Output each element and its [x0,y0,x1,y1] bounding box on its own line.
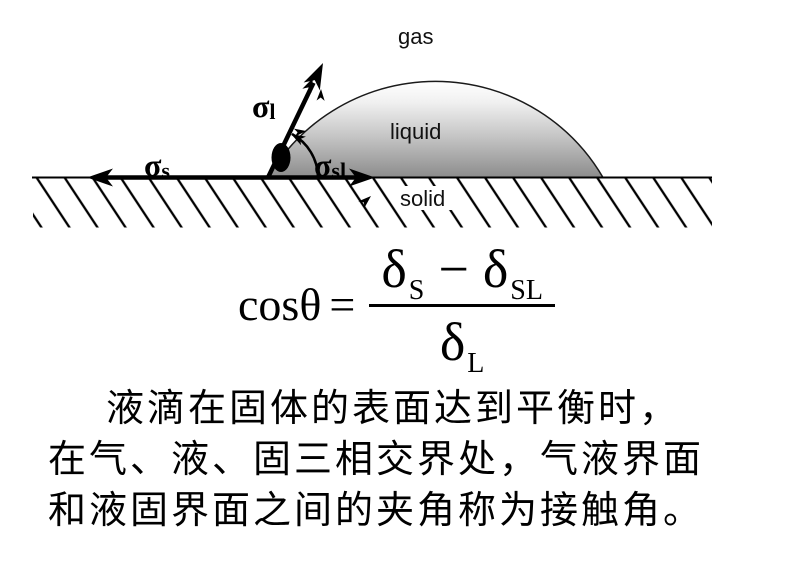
caption-line-1: 液滴在固体的表面达到平衡时， [106,388,681,430]
delta-sl-sub: SL [510,275,543,306]
droplet-outline [267,80,604,178]
liquid-droplet [268,81,603,178]
equation-lhs: cosθ [238,278,322,330]
caption-paragraph: 液滴在固体的表面达到平衡时， 在气、液、固三相交界处，气液界面 和液固界面之间的… [48,384,704,537]
gas-label: gas [398,24,433,49]
delta-s-base: δ [381,239,407,299]
sigma-l-small-arrowhead2-icon [316,89,325,101]
sigma-l-label: σl [252,88,276,124]
sigma-l-arrowhead-icon [303,63,323,91]
delta-l-base: δ [439,312,466,372]
delta-sl-base: δ [482,239,509,299]
minus-sign: − [438,239,469,299]
sigma-l-small-arrowhead-icon [302,78,313,94]
arc-arrowhead-icon [291,134,306,146]
liquid-label: liquid [390,119,441,144]
sigma-s-label: σs [144,147,170,183]
arc-small-arrowhead-icon [293,128,306,137]
solid-label: solid [400,186,445,211]
caption-line-2: 在气、液、固三相交界处，气液界面 [48,439,705,481]
contact-angle-diagram: gas liquid solid σs σl σsl [32,24,712,228]
sigma-sl-label: σsl [314,147,346,183]
solid-hatching [33,178,712,228]
delta-l-sub: L [467,348,485,379]
theta-angle-marker [271,143,291,172]
caption-line-3: 和液固界面之间的夹角称为接触角。 [48,490,705,532]
sigma-sl-arrowhead-icon [349,168,375,187]
solid-label-backdrop [396,186,452,210]
equals-sign: = [329,278,356,330]
delta-s-sub: S [408,275,425,306]
sigma-sl-small-arrowhead-icon [358,196,371,209]
sigma-s-arrowhead-icon [87,168,113,187]
